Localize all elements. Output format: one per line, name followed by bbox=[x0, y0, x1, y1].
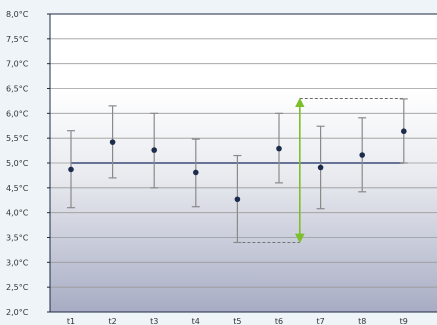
x-tick-label: t5 bbox=[233, 317, 241, 325]
y-tick-label: 3,5°C bbox=[6, 234, 29, 243]
data-point-t2 bbox=[109, 139, 116, 145]
y-tick-label: 2,5°C bbox=[6, 283, 29, 292]
x-tick-label: t6 bbox=[275, 317, 283, 325]
y-tick-label: 5,5°C bbox=[6, 134, 29, 143]
y-tick-label: 6,0°C bbox=[6, 109, 29, 118]
x-tick-label: t2 bbox=[108, 317, 116, 325]
x-tick-label: t7 bbox=[316, 317, 324, 325]
axes bbox=[49, 13, 437, 313]
y-tick-label: 7,0°C bbox=[6, 60, 29, 69]
y-tick-label: 8,0°C bbox=[6, 10, 29, 19]
x-tick-label: t3 bbox=[150, 317, 158, 325]
data-point-t7 bbox=[317, 164, 324, 171]
y-tick-label: 3,0°C bbox=[6, 258, 29, 267]
y-tick-label: 7,5°C bbox=[6, 35, 29, 44]
x-tick-label: t4 bbox=[192, 317, 200, 325]
y-axis-ticks: 8,0°C 7,5°C 7,0°C 6,5°C 6,0°C 5,5°C 5,0°C 4,5°C… bbox=[6, 10, 50, 317]
x-tick-label: t1 bbox=[67, 317, 75, 325]
grid-lines bbox=[50, 38, 437, 288]
y-tick-label: 5,0°C bbox=[6, 159, 29, 168]
y-tick-label: 2,0°C bbox=[6, 308, 29, 317]
y-tick-label: 4,0°C bbox=[6, 209, 29, 218]
y-tick-label: 6,5°C bbox=[6, 85, 29, 94]
data-point-t6 bbox=[276, 145, 282, 152]
x-axis-ticks: t1 t2 t3 t4 t5 t6 t7 t8 t9 bbox=[67, 317, 408, 325]
annotation bbox=[237, 97, 404, 244]
data-point-t8 bbox=[359, 152, 366, 158]
data-point-t4 bbox=[193, 169, 199, 176]
y-tick-label: 4,5°C bbox=[6, 184, 29, 193]
data-markers bbox=[68, 128, 407, 203]
x-tick-label: t8 bbox=[358, 317, 366, 325]
data-point-t3 bbox=[151, 147, 157, 153]
data-point-t1 bbox=[68, 166, 74, 173]
x-tick-label: t9 bbox=[400, 317, 408, 325]
data-point-t5 bbox=[234, 196, 241, 203]
data-point-t9 bbox=[401, 128, 407, 135]
